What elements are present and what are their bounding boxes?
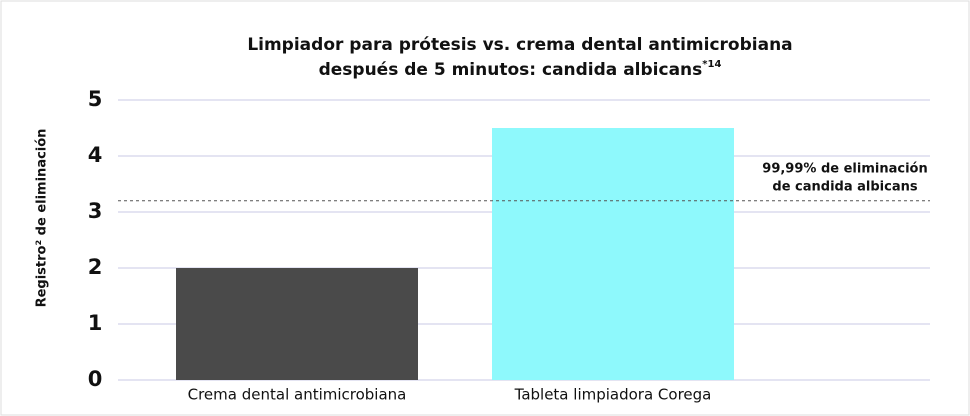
reference-label: 99,99% de eliminación — [762, 162, 927, 177]
y-tick-label: 3 — [88, 199, 103, 223]
title-line: después de 5 minutos: candida albicans — [319, 60, 703, 80]
y-tick-label: 0 — [88, 367, 103, 391]
chart-title: Limpiador para prótesis vs. crema dental… — [247, 35, 792, 55]
y-tick-label: 1 — [88, 311, 103, 335]
y-tick-label: 2 — [88, 255, 103, 279]
reference-label: de candida albicans — [772, 180, 917, 195]
y-tick-label: 5 — [88, 87, 103, 111]
bar — [492, 128, 734, 380]
x-tick-label: Tableta limpiadora Corega — [514, 386, 712, 404]
y-axis-label: Registro² de eliminación — [35, 129, 50, 308]
y-tick-label: 4 — [88, 143, 103, 167]
chart-subtitle: después de 5 minutos: candida albicans*1… — [319, 59, 722, 80]
bar — [176, 268, 418, 380]
title-superscript: *14 — [702, 59, 721, 70]
x-tick-label: Crema dental antimicrobiana — [188, 386, 407, 404]
